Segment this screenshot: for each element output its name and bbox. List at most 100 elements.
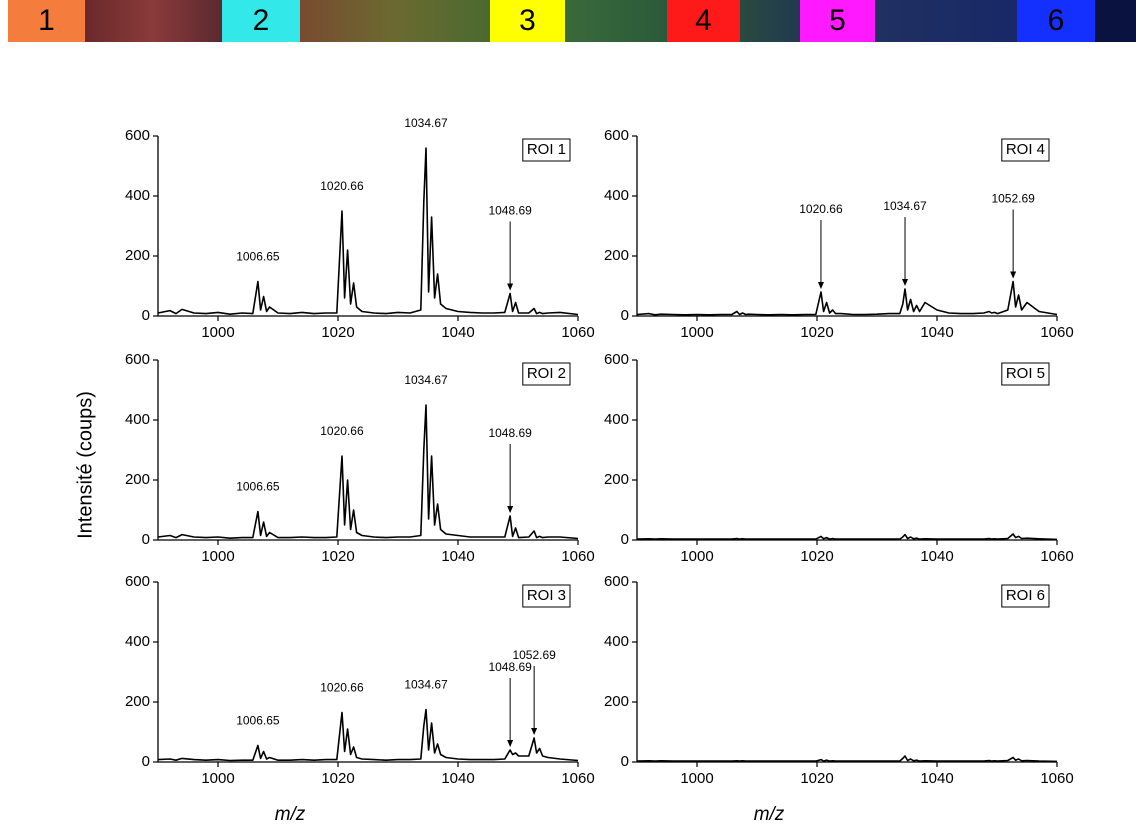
- y-tick-label: 200: [604, 247, 629, 264]
- roi-color-box: [222, 0, 300, 42]
- roi-number: 5: [829, 4, 846, 37]
- y-tick-label: 600: [604, 127, 629, 144]
- image-texture: [875, 0, 1017, 42]
- peak-label: 1052.69: [991, 192, 1035, 206]
- x-axis-label: m/z: [754, 804, 785, 825]
- y-tick-label: 400: [604, 411, 629, 428]
- roi-number: 4: [695, 4, 712, 37]
- x-tick-label: 1000: [201, 324, 234, 341]
- x-tick-label: 1040: [920, 548, 953, 565]
- peak-label: 1048.69: [488, 204, 532, 218]
- panel-title-box: [522, 362, 571, 386]
- peak-label: 1048.69: [488, 660, 532, 674]
- x-tick-label: 1060: [561, 324, 594, 341]
- y-tick-label: 400: [125, 187, 150, 204]
- peak-label: 1034.67: [404, 116, 448, 130]
- roi-number: 6: [1048, 4, 1065, 37]
- y-tick-label: 400: [604, 187, 629, 204]
- annotation-arrowhead: [507, 506, 514, 513]
- spectrum-panel: 0 200 400 600 1000 1020 1040 1060 ROI 3 1006.65 10…: [125, 573, 595, 825]
- x-tick-label: 1020: [800, 548, 833, 565]
- peak-label: 1006.65: [236, 250, 280, 264]
- annotation-arrowhead: [507, 283, 514, 291]
- annotation-arrowhead: [1010, 271, 1017, 279]
- roi-number: 2: [253, 4, 270, 37]
- roi-color-box: [8, 0, 85, 42]
- panel-title: ROI 4: [1006, 141, 1045, 158]
- peak-label: 1034.67: [883, 199, 927, 213]
- spectrum-line: [157, 708, 579, 762]
- x-tick-label: 1020: [800, 770, 833, 787]
- peak-label: 1020.66: [320, 179, 364, 193]
- panel-title-box: [1001, 584, 1050, 608]
- annotation-arrowhead: [531, 728, 538, 735]
- x-tick-label: 1060: [1040, 548, 1073, 565]
- y-tick-label: 200: [125, 471, 150, 488]
- peak-label: 1020.66: [320, 681, 364, 695]
- x-tick-label: 1060: [1040, 770, 1073, 787]
- panel-title-box: [522, 584, 571, 608]
- annotation-arrowhead: [507, 740, 514, 747]
- image-texture: [740, 0, 800, 42]
- y-tick-label: 600: [604, 573, 629, 590]
- y-tick-label: 0: [621, 753, 629, 770]
- x-tick-label: 1040: [441, 770, 474, 787]
- peak-label: 1020.66: [320, 424, 364, 438]
- y-tick-label: 200: [125, 693, 150, 710]
- panel-title-box: [1001, 362, 1050, 386]
- y-tick-label: 200: [604, 471, 629, 488]
- roi-color-box: [800, 0, 875, 42]
- y-tick-label: 200: [604, 693, 629, 710]
- y-tick-label: 600: [125, 351, 150, 368]
- spectrum-line: [636, 533, 1058, 541]
- y-tick-label: 0: [621, 531, 629, 548]
- x-tick-label: 1040: [441, 324, 474, 341]
- x-tick-label: 1020: [321, 324, 354, 341]
- x-tick-label: 1020: [321, 548, 354, 565]
- x-tick-label: 1040: [920, 324, 953, 341]
- y-tick-label: 400: [125, 411, 150, 428]
- y-tick-label: 600: [125, 127, 150, 144]
- y-tick-label: 400: [604, 633, 629, 650]
- panel-title: ROI 1: [527, 141, 566, 158]
- x-tick-label: 1060: [1040, 324, 1073, 341]
- x-tick-label: 1020: [800, 324, 833, 341]
- peak-label: 1052.69: [512, 648, 556, 662]
- panel-title: ROI 6: [1006, 587, 1045, 604]
- roi-color-box: [1017, 0, 1095, 42]
- peak-label: 1006.65: [236, 480, 280, 494]
- y-tick-label: 600: [125, 573, 150, 590]
- roi-image-strip: [85, 0, 1136, 42]
- x-tick-label: 1040: [441, 548, 474, 565]
- image-texture: [1095, 0, 1136, 42]
- x-tick-label: 1060: [561, 770, 594, 787]
- x-tick-label: 1000: [680, 770, 713, 787]
- y-tick-label: 400: [125, 633, 150, 650]
- x-tick-label: 1000: [680, 324, 713, 341]
- spectrum-panel: 0 200 400 600 1000 1020 1040 1060 ROI 4 1020.66 10…: [604, 127, 1074, 341]
- panel-title-box: [1001, 138, 1050, 162]
- spectrum-panel: 0 200 400 600 1000 1020 1040 1060 ROI 1 1006.65 10…: [125, 116, 595, 341]
- panel-title: ROI 5: [1006, 365, 1045, 382]
- image-texture: [565, 0, 667, 42]
- spectrum-line: [636, 755, 1058, 763]
- peak-label: 1006.65: [236, 714, 280, 728]
- spectrum-panel: 0 200 400 600 1000 1020 1040 1060 ROI 6 m/z: [604, 573, 1074, 825]
- roi-color-box: [667, 0, 740, 42]
- panel-title-box: [522, 138, 571, 162]
- x-tick-label: 1000: [680, 548, 713, 565]
- annotation-arrowhead: [817, 282, 824, 289]
- peak-label: 1020.66: [799, 202, 843, 216]
- peak-label: 1048.69: [488, 426, 532, 440]
- panel-title: ROI 2: [527, 365, 566, 382]
- image-texture: [85, 0, 222, 42]
- spectrum-panel: 0 200 400 600 1000 1020 1040 1060 ROI 5: [604, 351, 1074, 565]
- peak-label: 1034.67: [404, 373, 448, 387]
- spectrum-line: [157, 404, 579, 540]
- x-tick-label: 1000: [201, 548, 234, 565]
- y-tick-label: 600: [604, 351, 629, 368]
- spectrum-panel: 0 200 400 600 1000 1020 1040 1060 ROI 2 1006.65 10…: [125, 351, 595, 565]
- y-tick-label: 0: [142, 531, 150, 548]
- y-tick-label: 200: [125, 247, 150, 264]
